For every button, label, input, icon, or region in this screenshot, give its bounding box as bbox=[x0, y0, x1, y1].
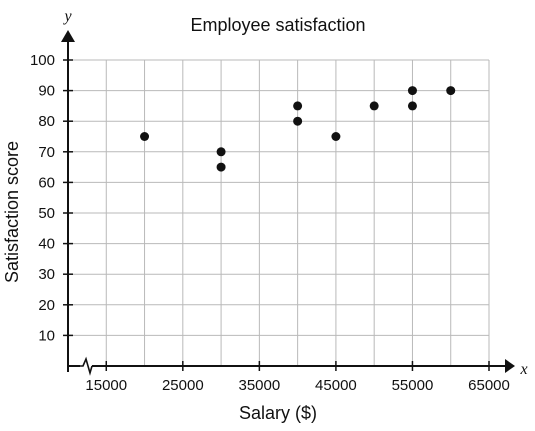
x-tick-label: 25000 bbox=[162, 377, 204, 394]
y-tick-label: 90 bbox=[38, 83, 55, 100]
y-tick-label: 100 bbox=[30, 52, 55, 69]
x-axis-arrow-icon bbox=[505, 359, 515, 373]
y-tick-label: 30 bbox=[38, 266, 55, 283]
data-point bbox=[293, 101, 303, 111]
data-point bbox=[407, 101, 417, 111]
data-point bbox=[446, 86, 456, 96]
points-layer bbox=[140, 86, 456, 172]
data-point bbox=[293, 116, 303, 126]
y-axis-symbol: y bbox=[62, 8, 72, 25]
data-point bbox=[140, 132, 150, 141]
data-point bbox=[216, 147, 226, 157]
y-axis-arrow-icon bbox=[61, 30, 75, 42]
data-point bbox=[216, 162, 226, 172]
y-tick-label: 60 bbox=[38, 174, 55, 191]
x-tick-label: 65000 bbox=[468, 377, 510, 394]
x-tick-label: 35000 bbox=[239, 377, 281, 394]
data-point bbox=[331, 132, 341, 141]
x-axis-break-icon bbox=[80, 356, 93, 376]
ticks-layer: 15000 25000 35000 45000 55000 65000 10 20 30 40 50… bbox=[30, 52, 510, 394]
data-point bbox=[407, 86, 417, 96]
x-tick-label: 45000 bbox=[315, 377, 357, 394]
axes-layer bbox=[61, 30, 515, 376]
grid-layer bbox=[68, 59, 490, 366]
x-axis-symbol: x bbox=[519, 361, 527, 378]
x-axis-title: Salary ($) bbox=[239, 403, 317, 423]
y-tick-label: 70 bbox=[38, 144, 55, 161]
y-axis-title: Satisfaction score bbox=[2, 141, 22, 283]
y-tick-label: 40 bbox=[38, 236, 55, 253]
y-tick-label: 80 bbox=[38, 113, 55, 130]
data-point bbox=[369, 101, 379, 111]
x-tick-label: 15000 bbox=[85, 377, 127, 394]
y-tick-label: 20 bbox=[38, 297, 55, 314]
x-tick-label: 55000 bbox=[392, 377, 434, 394]
y-tick-label: 50 bbox=[38, 205, 55, 222]
chart-title: Employee satisfaction bbox=[190, 15, 365, 35]
y-tick-label: 10 bbox=[38, 327, 55, 344]
